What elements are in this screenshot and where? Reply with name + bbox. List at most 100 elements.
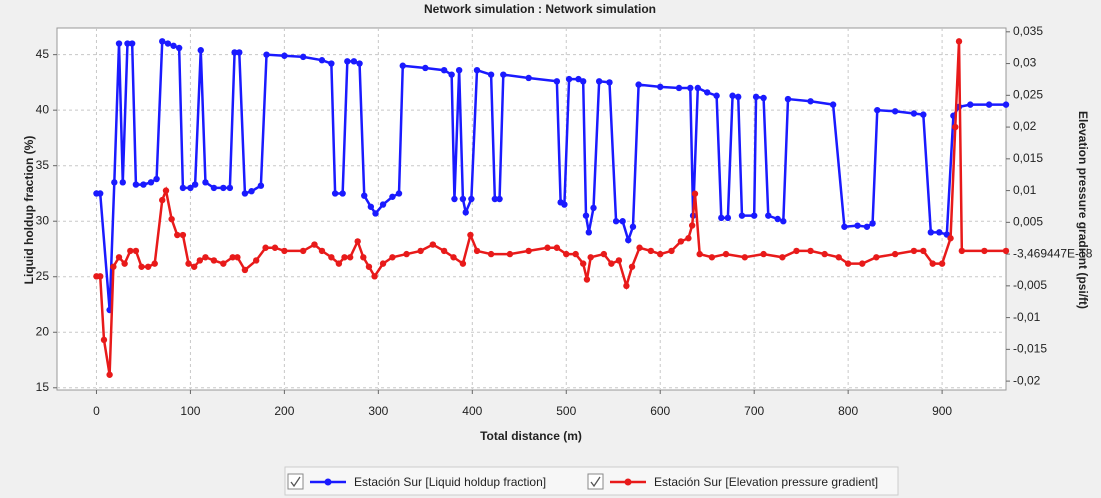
data-point bbox=[958, 247, 966, 255]
data-point bbox=[138, 263, 145, 270]
y-tick-label: 15 bbox=[36, 380, 50, 394]
data-point bbox=[403, 250, 410, 258]
data-point bbox=[115, 254, 123, 261]
data-point bbox=[140, 181, 147, 188]
data-point bbox=[100, 336, 108, 344]
data-point bbox=[952, 123, 959, 131]
data-point bbox=[271, 244, 279, 251]
data-point bbox=[774, 215, 781, 223]
x-tick-label: 0 bbox=[93, 404, 100, 418]
data-point bbox=[106, 371, 113, 378]
data-point bbox=[185, 260, 192, 267]
data-point bbox=[179, 231, 187, 239]
data-point bbox=[210, 184, 218, 192]
data-point bbox=[625, 236, 632, 244]
data-point bbox=[281, 52, 288, 59]
data-point bbox=[525, 74, 532, 82]
data-point bbox=[793, 247, 800, 255]
y2-tick-label: 0,035 bbox=[1013, 24, 1043, 38]
data-point bbox=[281, 247, 288, 255]
data-point bbox=[525, 247, 532, 255]
legend-label: Estación Sur [Liquid holdup fraction] bbox=[354, 475, 546, 489]
data-point bbox=[367, 203, 375, 210]
data-point bbox=[544, 244, 551, 251]
data-point bbox=[981, 247, 988, 255]
data-point bbox=[565, 75, 573, 83]
data-point bbox=[561, 201, 568, 208]
data-point bbox=[241, 266, 249, 274]
data-point bbox=[459, 260, 467, 267]
y2-tick-label: 0,02 bbox=[1013, 119, 1037, 133]
data-point bbox=[346, 254, 354, 261]
y-tick-label: 35 bbox=[36, 158, 50, 172]
data-point bbox=[190, 263, 198, 270]
data-point bbox=[587, 254, 594, 261]
data-point bbox=[582, 212, 590, 219]
data-point bbox=[821, 250, 828, 258]
data-point bbox=[619, 218, 626, 225]
data-point bbox=[920, 111, 927, 118]
x-tick-label: 400 bbox=[462, 404, 482, 418]
data-point bbox=[451, 195, 458, 203]
data-point bbox=[920, 247, 927, 255]
data-point bbox=[311, 241, 318, 248]
data-point bbox=[263, 51, 270, 58]
y-tick-label: 40 bbox=[36, 102, 50, 116]
data-point bbox=[257, 182, 265, 189]
legend-marker bbox=[324, 478, 332, 486]
y-tick-label: 45 bbox=[36, 47, 50, 61]
data-point bbox=[635, 81, 642, 88]
legend-checkmark[interactable] bbox=[590, 476, 601, 488]
data-point bbox=[440, 247, 448, 255]
data-point bbox=[807, 98, 814, 105]
data-point bbox=[506, 250, 514, 258]
x-tick-label: 200 bbox=[274, 404, 294, 418]
data-point bbox=[151, 260, 158, 267]
data-point bbox=[344, 58, 351, 65]
data-point bbox=[496, 195, 503, 203]
data-point bbox=[713, 92, 720, 99]
data-point bbox=[829, 101, 837, 108]
data-point bbox=[241, 190, 249, 197]
data-point bbox=[694, 84, 702, 92]
data-point bbox=[234, 254, 241, 261]
data-point bbox=[462, 209, 469, 216]
data-point bbox=[487, 71, 495, 78]
data-point bbox=[563, 250, 570, 258]
data-point bbox=[967, 101, 974, 108]
data-point bbox=[164, 40, 172, 47]
legend-checkbox[interactable] bbox=[287, 473, 304, 490]
y2-tick-label: -0,005 bbox=[1013, 278, 1047, 292]
data-point bbox=[859, 260, 866, 267]
data-point bbox=[248, 188, 255, 195]
data-point bbox=[628, 263, 636, 270]
data-point bbox=[729, 92, 736, 99]
data-point bbox=[784, 95, 792, 103]
data-point bbox=[467, 231, 474, 239]
data-point bbox=[354, 238, 361, 245]
data-point bbox=[724, 214, 732, 222]
data-point bbox=[168, 215, 175, 223]
data-point bbox=[708, 254, 716, 261]
data-point bbox=[612, 218, 620, 225]
data-point bbox=[623, 282, 630, 290]
data-point bbox=[299, 53, 307, 61]
legend-checkbox[interactable] bbox=[587, 473, 604, 490]
data-point bbox=[938, 260, 946, 267]
data-point bbox=[487, 250, 495, 258]
data-point bbox=[765, 212, 772, 219]
data-point bbox=[595, 78, 603, 85]
legend-checkmark[interactable] bbox=[290, 476, 301, 488]
data-point bbox=[440, 66, 448, 74]
data-point bbox=[910, 110, 918, 117]
data-point bbox=[590, 204, 597, 212]
data-point bbox=[835, 254, 842, 261]
data-point bbox=[371, 273, 378, 280]
x-tick-label: 500 bbox=[556, 404, 576, 418]
x-tick-label: 300 bbox=[368, 404, 388, 418]
y2-tick-label: 0,005 bbox=[1013, 215, 1043, 229]
data-point bbox=[328, 60, 335, 67]
data-point bbox=[379, 201, 387, 208]
data-point bbox=[111, 179, 118, 186]
